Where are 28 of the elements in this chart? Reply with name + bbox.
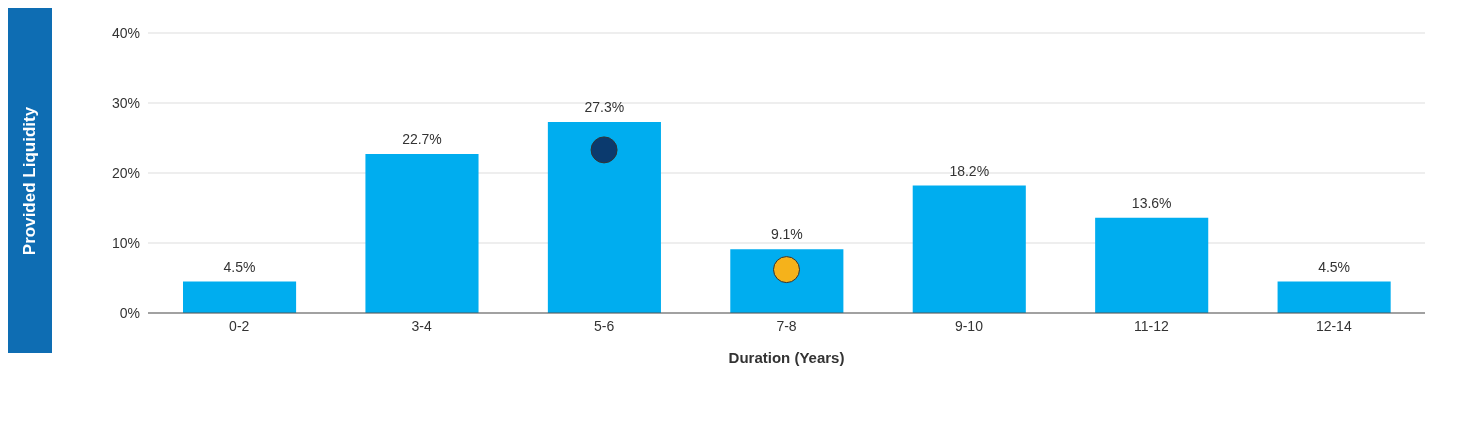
- data-label: 22.7%: [402, 131, 442, 148]
- y-tick-label: 20%: [111, 164, 140, 181]
- y-tick-label: 30%: [111, 94, 140, 111]
- bar: [183, 281, 297, 313]
- y-axis-title: Provided Liquidity: [20, 106, 40, 255]
- x-tick-label: 11-12: [1133, 317, 1169, 334]
- x-tick-label: 9-10: [954, 317, 984, 334]
- y-tick-label: 0%: [119, 304, 140, 321]
- x-axis-title: Duration (Years): [728, 349, 845, 366]
- data-label: 13.6%: [1131, 194, 1172, 211]
- data-label: 18.2%: [949, 162, 990, 179]
- x-tick-label: 3-4: [411, 317, 432, 334]
- bar: [1277, 281, 1391, 313]
- x-tick-label: 12-14: [1315, 317, 1352, 334]
- bar: [547, 121, 661, 313]
- y-tick-label: 10%: [111, 234, 140, 251]
- bar: [365, 154, 479, 313]
- bar: [730, 249, 844, 313]
- x-tick-label: 0-2: [229, 317, 250, 334]
- x-tick-label: 7-8: [776, 317, 797, 334]
- bar: [1095, 217, 1209, 313]
- data-label: 9.1%: [770, 226, 803, 243]
- x-tick-label: 5-6: [593, 317, 615, 334]
- bar: [912, 185, 1026, 313]
- data-label: 27.3%: [584, 98, 625, 115]
- data-label: 4.5%: [223, 258, 256, 275]
- y-tick-label: 40%: [111, 24, 140, 41]
- data-label: 4.5%: [1318, 258, 1351, 275]
